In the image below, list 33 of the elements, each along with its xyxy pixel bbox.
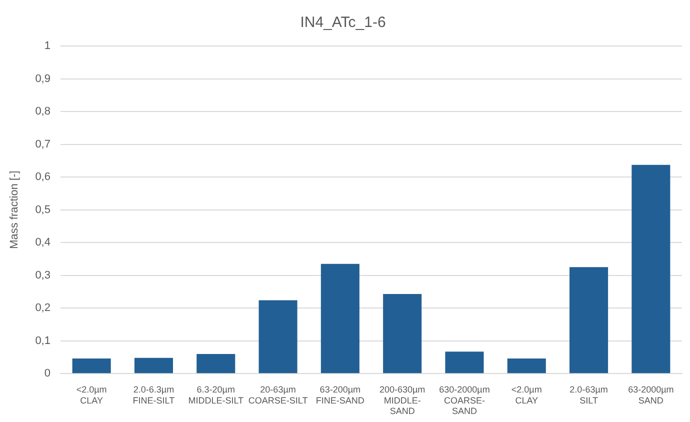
bar <box>570 267 608 374</box>
bar <box>507 358 546 374</box>
bar <box>196 354 236 374</box>
x-tick-label: 63-2000µm SAND <box>628 384 674 406</box>
y-tick-label: 0,7 <box>35 138 50 150</box>
bar <box>445 352 484 374</box>
x-tick-label: 630-2000µm COARSE- SAND <box>439 384 490 416</box>
bar <box>72 358 111 374</box>
bar <box>320 264 360 374</box>
x-tick-label: 6.3-20µm MIDDLE-SILT <box>188 384 244 406</box>
y-tick-label: 0,5 <box>35 204 50 216</box>
bar <box>134 358 173 374</box>
x-tick-label: 200-630µm MIDDLE- SAND <box>379 384 426 416</box>
x-tick-label: 63-200µm FINE-SAND <box>316 384 365 406</box>
y-tick-label: 0,8 <box>35 106 50 118</box>
y-tick-label: 0,6 <box>35 171 50 184</box>
y-tick-label: 1 <box>44 40 50 52</box>
x-tick-label: <2.0µm CLAY <box>511 384 542 406</box>
x-tick-label: 20-63µm COARSE-SILT <box>248 384 308 406</box>
y-tick-label: 0 <box>44 368 50 380</box>
chart-title: IN4_ATc_1-6 <box>300 14 386 32</box>
y-tick-label: 0,1 <box>35 334 50 347</box>
y-tick-label: 0,4 <box>35 236 50 249</box>
y-tick-label: 0,3 <box>35 269 50 282</box>
y-tick-label: 0,9 <box>35 72 50 85</box>
x-tick-label: 2.0-63µm SILT <box>570 384 608 406</box>
y-tick-label: 0,2 <box>35 302 50 314</box>
bar <box>632 164 670 374</box>
x-tick-label: <2.0µm CLAY <box>76 384 107 406</box>
bar <box>383 294 422 374</box>
x-tick-label: 2.0-6.3µm FINE-SILT <box>132 384 176 406</box>
bar <box>258 300 298 374</box>
y-axis-title: Mass fraction [-] <box>8 170 21 249</box>
